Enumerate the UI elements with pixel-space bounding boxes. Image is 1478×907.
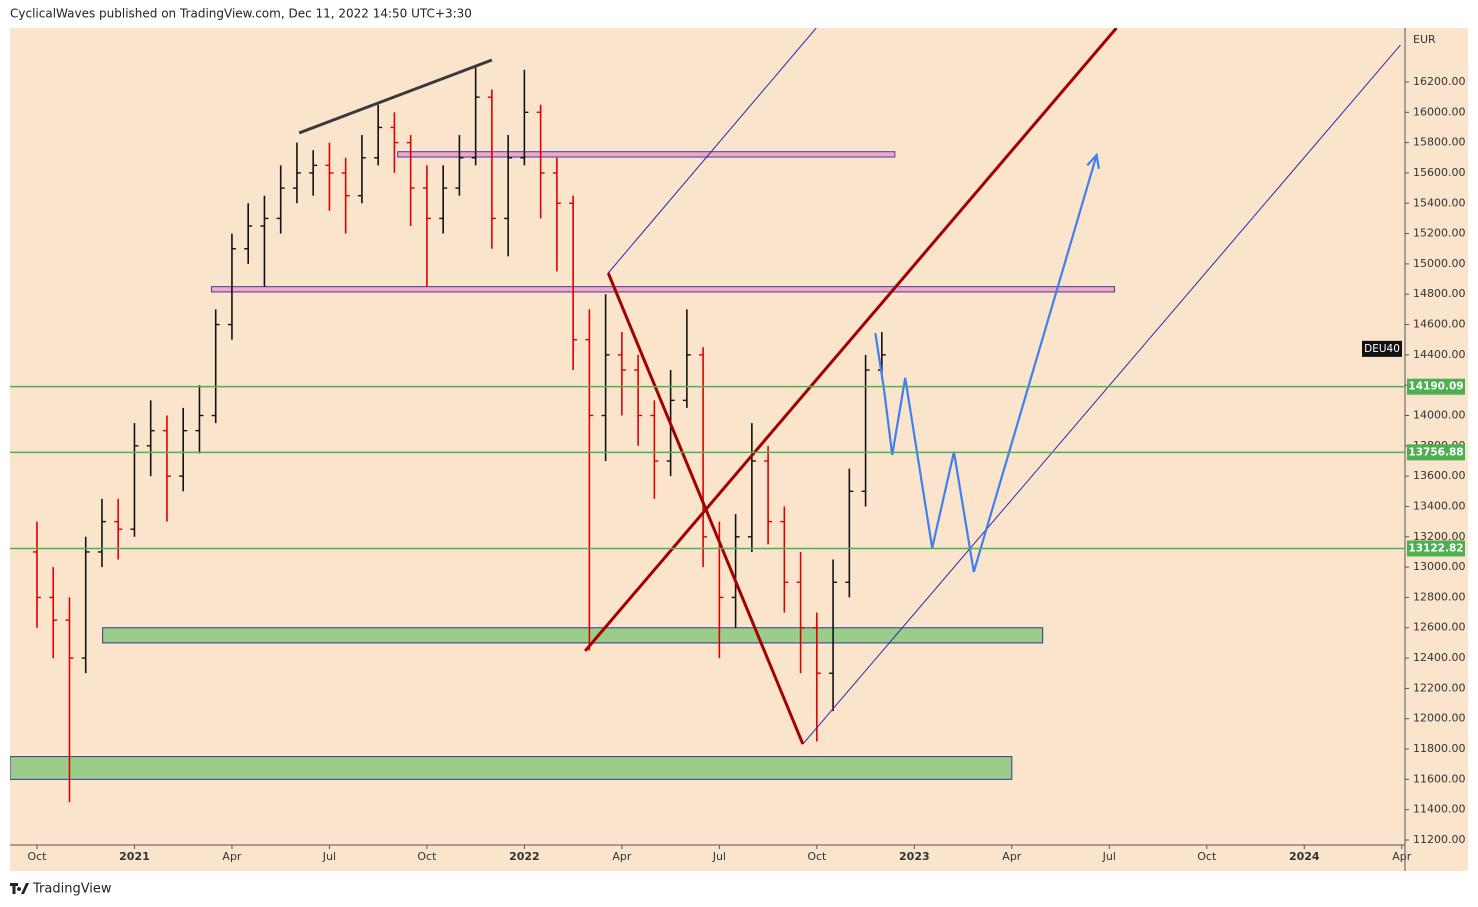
- y-tick-label: 14800.00: [1413, 287, 1466, 300]
- zone: [102, 627, 1044, 644]
- y-tick-label: 12600.00: [1413, 621, 1466, 634]
- zone: [10, 756, 1013, 780]
- x-tick-label: Oct: [807, 850, 827, 863]
- x-tick-label: Apr: [612, 850, 632, 863]
- level-label: 13122.82: [1408, 542, 1463, 554]
- y-tick-label: 15000.00: [1413, 257, 1466, 270]
- y-tick-label: 11600.00: [1413, 772, 1466, 785]
- logo-mark: [10, 883, 29, 894]
- y-tick-label: 11200.00: [1413, 833, 1466, 846]
- x-tick-label: Jul: [1102, 850, 1116, 863]
- y-tick-label: 16000.00: [1413, 105, 1466, 118]
- y-tick-label: 13200.00: [1413, 530, 1466, 543]
- zone: [210, 286, 1115, 293]
- symbol-tag: [1362, 340, 1402, 357]
- y-tick-label: 12200.00: [1413, 681, 1466, 694]
- y-tick-label: 11400.00: [1413, 803, 1466, 816]
- trend-line: [298, 58, 493, 135]
- level-tag: [1407, 444, 1465, 461]
- x-tick-label: 2023: [899, 850, 930, 863]
- y-tick-label: 16200.00: [1413, 75, 1466, 88]
- trend-line: [874, 154, 1098, 573]
- level-label: 14190.09: [1408, 381, 1463, 393]
- level-tag: [1407, 378, 1465, 395]
- y-tick-label: 15200.00: [1413, 227, 1466, 240]
- footer: TradingView: [32, 882, 112, 897]
- plot-background: [10, 28, 1468, 871]
- y-tick-label: 13600.00: [1413, 469, 1466, 482]
- y-tick-label: 14000.00: [1413, 409, 1466, 422]
- y-tick-label: 12400.00: [1413, 651, 1466, 664]
- trend-line: [606, 272, 805, 745]
- trend-line: [584, 28, 1118, 652]
- y-tick-label: 15400.00: [1413, 196, 1466, 209]
- x-tick-label: Oct: [417, 850, 437, 863]
- x-tick-label: Apr: [1392, 850, 1412, 863]
- trend-line: [802, 44, 1401, 745]
- x-tick-label: 2022: [509, 850, 540, 863]
- x-tick-label: Apr: [1002, 850, 1022, 863]
- y-tick-label: 14600.00: [1413, 318, 1466, 331]
- x-tick-label: Jul: [712, 850, 726, 863]
- level-label: 13756.88: [1408, 446, 1463, 458]
- trend-line: [607, 28, 817, 274]
- arrow-head: [1086, 152, 1100, 170]
- x-tick-label: Oct: [1197, 850, 1217, 863]
- header: CyclicalWaves published on TradingView.c…: [10, 7, 472, 21]
- level-tag: [1407, 540, 1465, 557]
- x-tick-label: 2021: [119, 850, 150, 863]
- y-tick-label: 14400.00: [1413, 348, 1466, 361]
- logo: TradingView: [10, 882, 112, 897]
- y-tick-label: 15600.00: [1413, 166, 1466, 179]
- y-tick-label: 13000.00: [1413, 560, 1466, 573]
- currency: EUR: [1413, 33, 1436, 46]
- x-tick-label: Oct: [27, 850, 47, 863]
- symbol-label: DEU40: [1364, 343, 1400, 355]
- y-tick-label: 12800.00: [1413, 590, 1466, 603]
- plot: [10, 28, 1401, 803]
- zone: [397, 151, 896, 158]
- y-tick-label: 15800.00: [1413, 136, 1466, 149]
- x-tick-label: Jul: [322, 850, 336, 863]
- y-tick-label: 12000.00: [1413, 712, 1466, 725]
- x-tick-label: Apr: [222, 850, 242, 863]
- y-tick-label: 13400.00: [1413, 499, 1466, 512]
- x-tick-label: 2024: [1289, 850, 1320, 863]
- y-tick-label: 11800.00: [1413, 742, 1466, 755]
